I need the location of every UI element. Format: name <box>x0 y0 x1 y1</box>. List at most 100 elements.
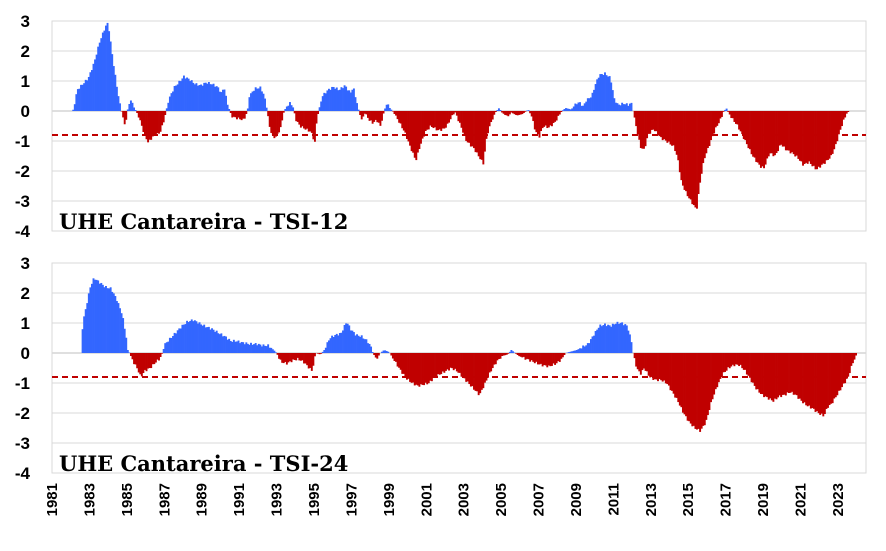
bar-negative <box>666 353 669 385</box>
bar-negative <box>830 111 833 156</box>
bar-negative <box>774 353 776 399</box>
bar-negative <box>831 111 834 154</box>
bar-positive <box>220 92 223 111</box>
bar-negative <box>504 111 507 115</box>
bar-negative <box>758 353 761 393</box>
bar-negative <box>405 353 408 380</box>
bar-negative <box>755 353 758 390</box>
bar-negative <box>515 353 518 354</box>
bar-negative <box>287 353 290 363</box>
bar-negative <box>131 353 134 360</box>
bar-negative <box>379 111 382 126</box>
bar-positive <box>175 333 178 353</box>
bar-negative <box>153 353 156 365</box>
bar-negative <box>847 353 850 377</box>
bar-negative <box>742 111 745 140</box>
bar-negative <box>418 111 421 149</box>
x-tick-label: 1993 <box>269 483 286 516</box>
bar-positive <box>619 322 622 353</box>
bar-negative <box>643 353 645 369</box>
bar-negative <box>455 111 458 116</box>
bar-positive <box>345 86 348 111</box>
bar-negative <box>532 111 535 122</box>
bar-negative <box>133 353 135 365</box>
bar-positive <box>251 91 254 111</box>
bar-negative <box>694 111 697 208</box>
bar-negative <box>549 111 552 126</box>
x-tick-label: 1991 <box>231 483 248 516</box>
bar-positive <box>593 335 596 353</box>
bar-positive <box>133 107 135 111</box>
bar-negative <box>547 353 550 366</box>
bar-negative <box>410 353 413 383</box>
bar-positive <box>343 324 346 353</box>
bar-negative <box>686 111 689 197</box>
bar-positive <box>354 335 357 353</box>
bar-negative <box>714 353 717 390</box>
bar-positive <box>89 287 92 353</box>
bar-negative <box>416 353 419 386</box>
bar-negative <box>672 111 675 146</box>
bar-negative <box>733 111 736 122</box>
bar-negative <box>282 353 285 364</box>
bar-positive <box>284 109 287 111</box>
bar-negative <box>423 353 426 386</box>
bar-positive <box>125 337 128 353</box>
bar-negative <box>299 353 302 361</box>
bar-negative <box>483 111 486 152</box>
bar-positive <box>267 344 270 353</box>
bar-negative <box>306 111 309 129</box>
bar-negative <box>533 111 536 130</box>
bar-negative <box>396 111 399 120</box>
bar-negative <box>798 353 801 399</box>
bar-positive <box>214 86 217 111</box>
bar-positive <box>561 110 564 111</box>
bar-negative <box>460 111 463 128</box>
bar-negative <box>521 111 524 115</box>
bar-positive <box>167 341 170 353</box>
bar-negative <box>683 353 686 415</box>
bar-positive <box>273 350 276 353</box>
bar-negative <box>493 353 496 365</box>
bar-negative <box>443 353 446 373</box>
bar-negative <box>706 353 709 416</box>
bar-negative <box>797 111 800 159</box>
bar-positive <box>187 322 190 353</box>
bar-positive <box>334 335 337 353</box>
bar-negative <box>836 111 839 142</box>
bar-positive <box>368 343 371 353</box>
bar-negative <box>421 353 424 385</box>
bar-negative <box>644 353 647 371</box>
bar-positive <box>597 327 600 353</box>
bar-negative <box>480 111 483 160</box>
bar-positive <box>207 82 210 111</box>
bar-positive <box>346 90 349 111</box>
bar-positive <box>179 328 182 353</box>
bar-negative <box>820 111 823 165</box>
bar-negative <box>750 111 753 155</box>
bar-positive <box>109 41 112 111</box>
bar-positive <box>599 74 602 111</box>
bar-positive <box>172 336 174 353</box>
bar-negative <box>144 111 146 135</box>
bar-positive <box>211 84 213 111</box>
bar-negative <box>289 353 291 362</box>
bar-negative <box>756 353 759 390</box>
bar-negative <box>471 111 474 147</box>
bar-negative <box>772 111 775 157</box>
bar-negative <box>841 353 843 388</box>
bar-negative <box>158 353 160 361</box>
bar-positive <box>496 110 499 111</box>
x-tick-label: 1987 <box>156 483 173 516</box>
bar-positive <box>218 91 221 111</box>
bar-positive <box>87 76 90 111</box>
bar-negative <box>795 353 798 396</box>
bar-negative <box>505 353 508 355</box>
bar-negative <box>741 111 744 135</box>
bar-negative <box>551 111 553 127</box>
bar-positive <box>209 84 212 111</box>
bar-negative <box>312 111 315 140</box>
bar-negative <box>459 353 461 373</box>
bar-positive <box>259 86 262 111</box>
bar-negative <box>661 353 664 382</box>
